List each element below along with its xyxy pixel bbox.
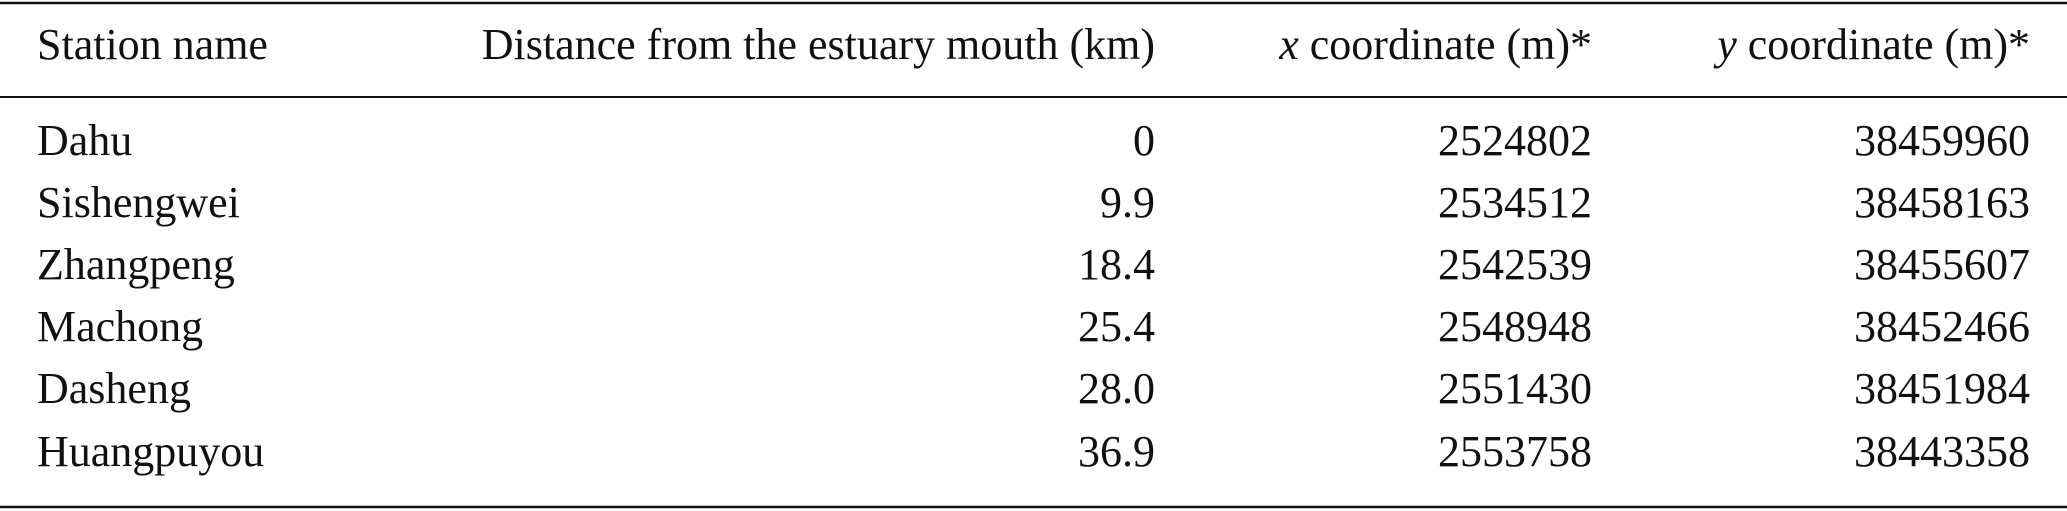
table-cell: Huangpuyou (37, 427, 264, 476)
header-cell: Distance from the estuary mouth (km) (482, 20, 1155, 69)
header-variable: x (1278, 20, 1299, 69)
table-cell: 2542539 (1438, 240, 1592, 289)
header-cell: y coordinate (m)* (1713, 20, 2030, 69)
table-cell: 2553758 (1438, 427, 1592, 476)
table-cell: 28.0 (1078, 364, 1155, 413)
table-cell: Machong (37, 302, 203, 351)
table-cell: 38451984 (1854, 364, 2030, 413)
table-cell: 9.9 (1100, 178, 1155, 227)
table-cell: 25.4 (1078, 302, 1155, 351)
table-cell: 2551430 (1438, 364, 1592, 413)
header-text: coordinate (m)* (1748, 20, 2030, 69)
header-variable: y (1713, 20, 1737, 69)
header-text: coordinate (m)* (1310, 20, 1592, 69)
table-cell: 38459960 (1854, 116, 2030, 165)
table-cell: 38455607 (1854, 240, 2030, 289)
table-cell: 36.9 (1078, 427, 1155, 476)
table-cell: 2524802 (1438, 116, 1592, 165)
header-cell: Station name (37, 20, 268, 69)
table-cell: 38443358 (1854, 427, 2030, 476)
table-cell: 18.4 (1078, 240, 1155, 289)
table-cell: 2548948 (1438, 302, 1592, 351)
table-cell: 0 (1133, 116, 1155, 165)
table-cell: 2534512 (1438, 178, 1592, 227)
table-cell: 38452466 (1854, 302, 2030, 351)
table-cell: 38458163 (1854, 178, 2030, 227)
table-cell: Zhangpeng (37, 240, 235, 289)
table-cell: Dasheng (37, 364, 191, 413)
table-cell: Sishengwei (37, 178, 240, 227)
header-cell: x coordinate (m)* (1278, 20, 1592, 69)
table-cell: Dahu (37, 116, 132, 165)
